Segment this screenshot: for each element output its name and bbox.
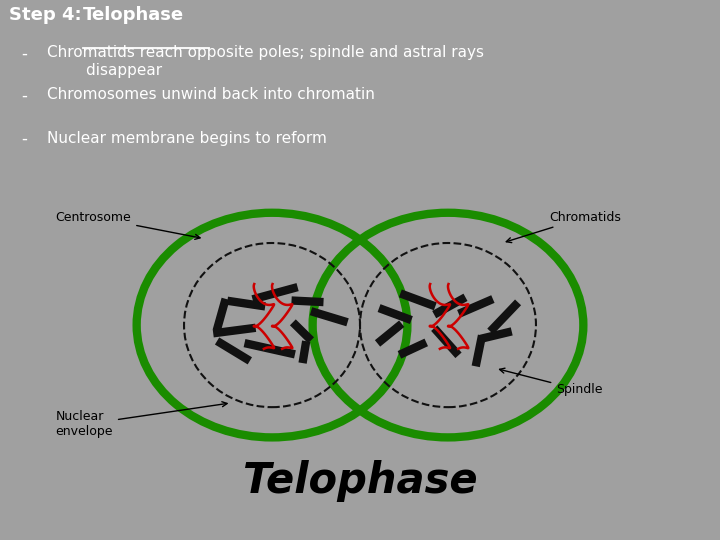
Text: Chromatids reach opposite poles; spindle and astral rays
        disappear: Chromatids reach opposite poles; spindle…: [47, 45, 484, 78]
Text: -: -: [22, 129, 27, 147]
Text: Nuclear membrane begins to reform: Nuclear membrane begins to reform: [47, 131, 327, 146]
Text: Centrosome: Centrosome: [55, 211, 200, 239]
Text: Nuclear
envelope: Nuclear envelope: [55, 402, 227, 438]
Text: Telophase: Telophase: [83, 6, 184, 24]
Text: Spindle: Spindle: [500, 368, 603, 396]
Text: Chromosomes unwind back into chromatin: Chromosomes unwind back into chromatin: [47, 87, 374, 102]
Text: -: -: [22, 45, 27, 63]
Text: Step 4:: Step 4:: [9, 6, 89, 24]
Text: Chromatids: Chromatids: [506, 211, 621, 242]
Text: Telophase: Telophase: [243, 460, 477, 502]
Text: -: -: [22, 87, 27, 105]
